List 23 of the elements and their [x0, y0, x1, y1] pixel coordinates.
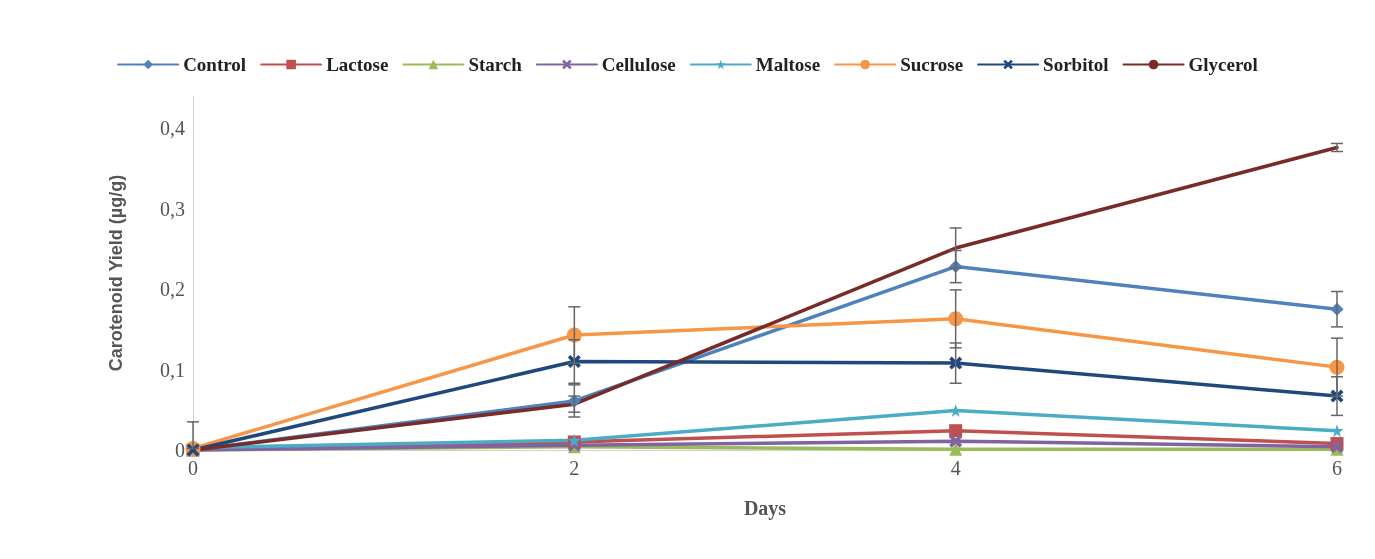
- y-tick-label: 0,4: [160, 117, 185, 140]
- y-tick-label: 0,3: [160, 197, 185, 220]
- y-tick-label: 0,2: [160, 278, 185, 301]
- x-tick-label: 2: [569, 457, 580, 479]
- x-tick-label: 6: [1332, 457, 1342, 479]
- legend-label: Sucrose: [900, 54, 964, 75]
- point: [949, 434, 963, 448]
- legend-label: Glycerol: [1188, 54, 1258, 75]
- legend-label: Maltose: [755, 54, 821, 75]
- x-axis-title: Days: [743, 497, 787, 520]
- legend-label: Lactose: [326, 54, 389, 75]
- point: [949, 442, 963, 456]
- point: [948, 311, 964, 327]
- legend-label: Sorbitol: [1043, 54, 1109, 75]
- point: [949, 424, 963, 438]
- legend-label: Starch: [468, 54, 523, 75]
- y-tick-label: 0,1: [160, 358, 185, 381]
- legend-label: Control: [183, 54, 247, 75]
- y-tick-label: 0: [175, 439, 185, 461]
- x-tick-label: 4: [950, 457, 961, 479]
- y-axis-title: Carotenoid Yield (µg/g): [106, 174, 126, 372]
- point: [949, 356, 963, 370]
- legend-label: Cellulose: [601, 54, 676, 75]
